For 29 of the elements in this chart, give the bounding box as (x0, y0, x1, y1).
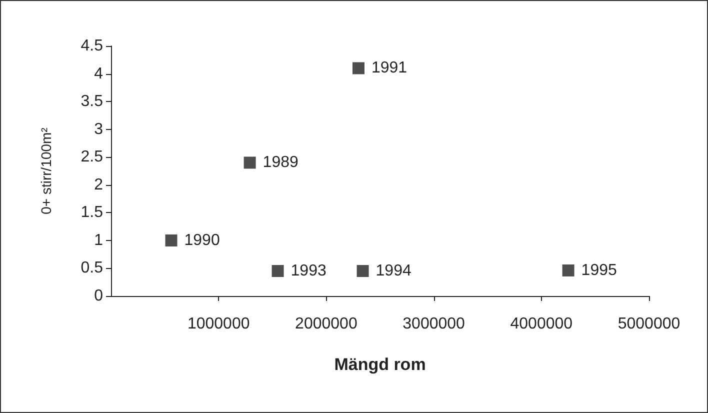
annotation: 1993 (290, 262, 326, 280)
y-axis-title: 0+ stirr/100m² (38, 127, 54, 214)
y-tick-label: 2.5 (80, 148, 104, 166)
y-tick-label: 4 (94, 65, 104, 82)
point (272, 265, 284, 277)
x-tick-label: 4000000 (510, 316, 573, 332)
annotation: 1995 (581, 262, 617, 279)
annotation: 1990 (184, 232, 220, 249)
y-tick-label: 4.5 (80, 38, 104, 54)
point (562, 264, 574, 276)
y-tick-label: 3 (94, 120, 104, 138)
annotation: 1994 (376, 262, 412, 280)
point (165, 234, 178, 246)
annotation: 1989 (262, 154, 298, 172)
x-tick-label: 3000000 (402, 316, 466, 332)
y-tick-label: 1 (94, 232, 104, 249)
x-axis-title: Mängd rom (334, 355, 426, 374)
x-tick-label: 5000000 (618, 316, 680, 332)
annotation: 1991 (371, 60, 408, 77)
point (352, 62, 364, 74)
y-tick-label: 0.5 (80, 260, 104, 277)
y-tick-label: 2 (94, 176, 104, 194)
y-tick-label: 3.5 (80, 93, 104, 110)
y-tick-label: 1.5 (80, 204, 104, 222)
point (356, 265, 369, 277)
x-tick-label: 1000000 (187, 316, 250, 332)
x-tick-label: 2000000 (295, 316, 358, 332)
y-tick-label: 0 (94, 288, 104, 304)
point (244, 156, 256, 169)
